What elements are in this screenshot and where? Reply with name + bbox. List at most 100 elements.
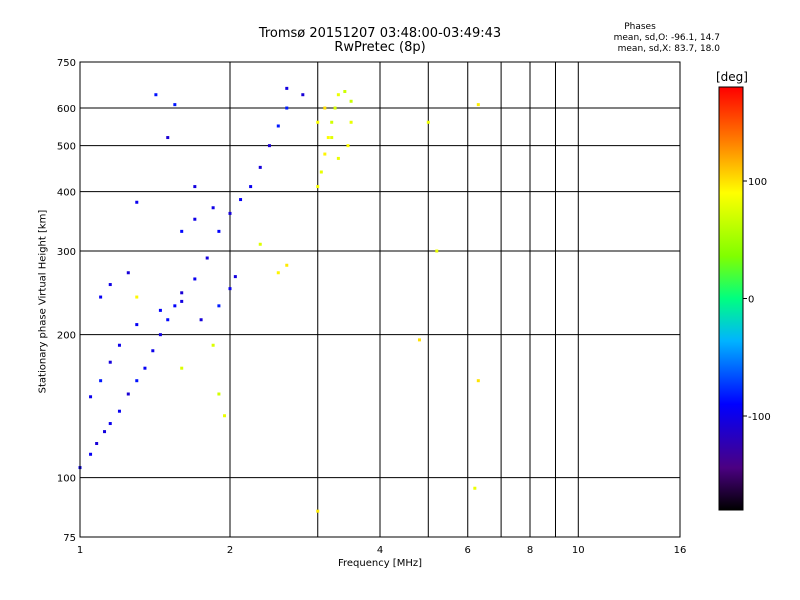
echo-point-x: [316, 509, 320, 513]
echo-point-o: [285, 106, 289, 110]
echo-point-x: [323, 152, 327, 156]
echo-point-x: [473, 486, 477, 490]
echo-point-o: [211, 206, 215, 210]
colorbar-ticks: 100 0 -100: [743, 177, 771, 423]
echo-point-o: [258, 165, 262, 169]
echo-point-o: [135, 323, 139, 327]
echo-point-o: [126, 392, 130, 396]
echo-point-x: [276, 271, 280, 275]
echo-point-o: [285, 86, 289, 90]
echo-point-o: [199, 318, 203, 322]
echo-point-o: [151, 349, 155, 353]
y-tick-label: 750: [57, 58, 76, 69]
colorbar-tick-label: -100: [748, 412, 771, 423]
echo-point-x: [476, 379, 480, 383]
echo-point-o: [233, 275, 237, 279]
echo-point-o: [108, 360, 112, 364]
x-tick-label: 1: [77, 545, 83, 556]
echo-point-o: [143, 366, 147, 370]
x-tick-label: 2: [227, 545, 233, 556]
echo-point-x: [326, 136, 330, 140]
data-points: [78, 86, 480, 513]
echo-point-o: [117, 343, 121, 347]
echo-point-o: [173, 304, 177, 308]
y-tick-label: 75: [63, 533, 76, 544]
x-tick-labels: 1 2 4 6 8 10 16: [77, 545, 687, 556]
echo-point-x: [180, 366, 184, 370]
echo-point-o: [217, 304, 221, 308]
y-tick-labels: 75 100 200 300 400 500 600 750: [57, 58, 76, 544]
phases-title: Phases: [624, 22, 656, 32]
echo-point-o: [180, 299, 184, 303]
echo-point-x: [426, 120, 430, 124]
echo-point-o: [276, 124, 280, 128]
echo-point-x: [316, 185, 320, 189]
echo-point-x: [476, 103, 480, 107]
echo-point-x: [223, 414, 227, 418]
echo-point-x: [316, 120, 320, 124]
echo-point-o: [108, 283, 112, 287]
colorbar-tick-label: 0: [748, 295, 754, 306]
y-tick-label: 100: [57, 474, 76, 485]
echo-point-o: [158, 333, 162, 337]
echo-point-x: [435, 249, 439, 253]
echo-point-o: [126, 271, 130, 275]
echo-point-x: [343, 90, 347, 94]
echo-point-o: [103, 430, 107, 434]
echo-point-x: [349, 99, 353, 103]
echo-point-o: [117, 409, 121, 413]
echo-point-x: [330, 136, 334, 140]
echo-point-x: [323, 106, 327, 110]
echo-point-o: [158, 308, 162, 312]
echo-point-o: [180, 291, 184, 295]
echo-point-x: [319, 170, 323, 174]
echo-point-x: [333, 106, 337, 110]
y-tick-label: 300: [57, 247, 76, 258]
echo-point-o: [193, 217, 197, 221]
echo-point-o: [193, 185, 197, 189]
echo-point-o: [108, 422, 112, 426]
echo-point-x: [336, 93, 340, 97]
y-tick-label: 600: [57, 104, 76, 115]
echo-point-o: [193, 277, 197, 281]
colorbar-tick-label: 100: [748, 177, 767, 188]
echo-point-o: [180, 229, 184, 233]
echo-point-o: [267, 144, 271, 148]
echo-point-o: [166, 318, 170, 322]
echo-point-x: [349, 120, 353, 124]
echo-point-o: [166, 136, 170, 140]
echo-point-o: [135, 200, 139, 204]
y-tick-label: 400: [57, 188, 76, 199]
echo-point-x: [330, 120, 334, 124]
echo-point-o: [239, 198, 243, 202]
colorbar: [718, 86, 744, 511]
echo-point-o: [99, 379, 103, 383]
echo-point-x: [417, 338, 421, 342]
x-tick-label: 4: [377, 545, 383, 556]
grid-lines: [79, 61, 681, 538]
x-tick-label: 6: [465, 545, 471, 556]
echo-point-x: [285, 263, 289, 267]
echo-point-o: [89, 395, 93, 399]
chart-title: Tromsø 20151207 03:48:00-03:49:43: [258, 26, 502, 41]
echo-point-o: [217, 229, 221, 233]
echo-point-x: [211, 343, 215, 347]
chart-subtitle: RwPretec (8p): [334, 40, 426, 55]
echo-point-x: [346, 144, 350, 148]
x-tick-label: 8: [527, 545, 533, 556]
plot-frame: [79, 61, 681, 538]
echo-point-o: [228, 287, 232, 291]
y-tick-label: 500: [57, 142, 76, 153]
echo-point-x: [135, 295, 139, 299]
echo-point-o: [89, 452, 93, 456]
y-tick-label: 200: [57, 331, 76, 342]
echo-point-x: [336, 156, 340, 160]
echo-point-x: [217, 392, 221, 396]
stats-x-mode: mean, sd,X: 83.7, 18.0: [617, 44, 720, 54]
colorbar-title: [deg]: [716, 70, 748, 84]
x-tick-label: 16: [674, 545, 687, 556]
echo-point-o: [95, 442, 99, 446]
echo-point-o: [135, 379, 139, 383]
echo-point-o: [173, 103, 177, 107]
